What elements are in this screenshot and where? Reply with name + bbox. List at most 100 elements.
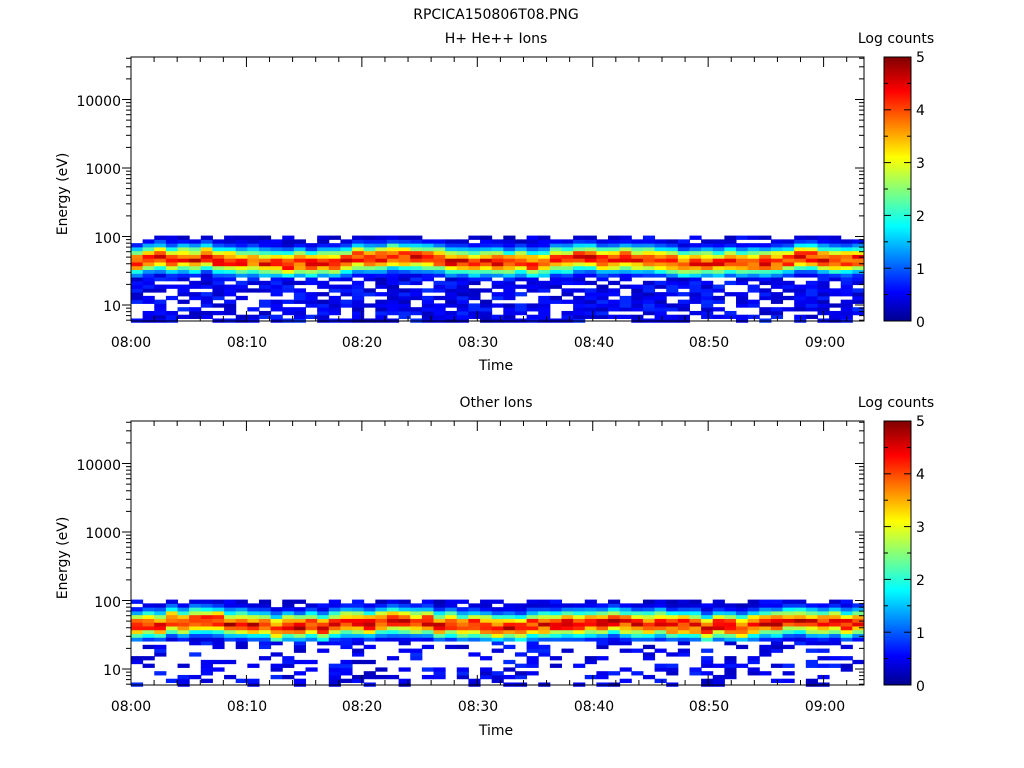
heatmap-cell bbox=[421, 610, 434, 616]
heatmap-cell bbox=[142, 250, 155, 255]
heatmap-cell bbox=[352, 641, 365, 646]
heatmap-cell bbox=[805, 637, 818, 642]
heatmap-cell bbox=[642, 652, 656, 657]
heatmap-cell bbox=[654, 618, 667, 623]
heatmap-cell bbox=[526, 258, 539, 263]
heatmap-cell bbox=[794, 299, 807, 304]
heatmap-cell bbox=[445, 250, 458, 255]
heatmap-cell bbox=[747, 261, 760, 267]
heatmap-cell bbox=[584, 656, 597, 661]
heatmap-cell bbox=[852, 258, 865, 263]
heatmap-cell bbox=[794, 250, 807, 255]
heatmap-cell bbox=[293, 637, 307, 642]
heatmap-cell bbox=[131, 618, 144, 623]
heatmap-cell bbox=[468, 629, 481, 635]
heatmap-cell bbox=[782, 633, 795, 638]
heatmap-cell bbox=[131, 629, 144, 635]
heatmap-cell bbox=[514, 284, 528, 289]
heatmap-cell bbox=[375, 299, 388, 304]
heatmap-cell bbox=[177, 292, 190, 297]
heatmap-cell bbox=[654, 678, 667, 683]
heatmap-cell bbox=[293, 659, 307, 665]
heatmap-cell bbox=[189, 610, 202, 616]
heatmap-cell bbox=[142, 637, 155, 642]
heatmap-cell bbox=[701, 295, 714, 301]
heatmap-cell bbox=[759, 258, 772, 263]
heatmap-cell bbox=[293, 280, 307, 286]
heatmap-cell bbox=[293, 607, 307, 612]
heatmap-cell bbox=[177, 674, 190, 680]
heatmap-cell bbox=[293, 273, 307, 278]
heatmap-cell bbox=[352, 652, 365, 657]
heatmap-cell bbox=[840, 273, 853, 278]
heatmap-cell bbox=[480, 243, 493, 248]
heatmap-cell bbox=[584, 295, 597, 301]
heatmap-cell bbox=[549, 254, 562, 259]
heatmap-cell bbox=[317, 633, 330, 638]
heatmap-cell bbox=[794, 239, 807, 244]
heatmap-cell bbox=[410, 622, 423, 627]
heatmap-cell bbox=[165, 678, 179, 683]
heatmap-cell bbox=[677, 303, 690, 308]
heatmap-cell bbox=[829, 622, 842, 627]
heatmap-cell bbox=[573, 607, 586, 612]
heatmap-cell bbox=[363, 622, 376, 627]
heatmap-cell bbox=[770, 310, 784, 316]
heatmap-cell bbox=[200, 633, 213, 638]
heatmap-cell bbox=[165, 243, 179, 248]
heatmap-cell bbox=[154, 618, 167, 623]
heatmap-cell bbox=[608, 246, 621, 252]
heatmap-cell bbox=[840, 280, 853, 286]
heatmap-cell bbox=[375, 243, 388, 248]
heatmap-cell bbox=[840, 299, 853, 304]
heatmap-cell bbox=[317, 603, 330, 608]
heatmap-cell bbox=[328, 235, 341, 240]
heatmap-cell bbox=[526, 254, 539, 259]
heatmap-cell bbox=[328, 663, 341, 668]
heatmap-cell bbox=[619, 307, 632, 312]
heatmap-cell bbox=[840, 277, 853, 282]
heatmap-cell bbox=[480, 307, 493, 312]
heatmap-cell bbox=[445, 629, 458, 635]
heatmap-cell bbox=[770, 633, 784, 638]
heatmap-cell bbox=[759, 603, 772, 608]
heatmap-cell bbox=[805, 633, 818, 638]
heatmap-cell bbox=[642, 269, 656, 274]
heatmap-cell bbox=[456, 599, 469, 604]
heatmap-cell bbox=[584, 307, 597, 312]
heatmap-cell bbox=[724, 273, 737, 278]
y-ticks bbox=[122, 421, 864, 685]
x-tick-label: 08:00 bbox=[111, 335, 151, 351]
heatmap-cell bbox=[165, 295, 179, 301]
heatmap-cell bbox=[689, 299, 702, 304]
heatmap-cell bbox=[689, 250, 702, 255]
heatmap-cell bbox=[224, 243, 237, 248]
heatmap-cell bbox=[258, 599, 272, 604]
heatmap-cell bbox=[445, 246, 458, 252]
heatmap-cell bbox=[608, 314, 621, 319]
heatmap-cell bbox=[817, 265, 830, 271]
heatmap-cell bbox=[805, 607, 818, 612]
heatmap-cell bbox=[328, 607, 341, 612]
heatmap-cell bbox=[608, 614, 621, 619]
heatmap-cell bbox=[852, 243, 865, 248]
heatmap-cell bbox=[398, 299, 411, 304]
heatmap-cell bbox=[398, 292, 411, 297]
heatmap-cell bbox=[433, 280, 446, 286]
heatmap-cell bbox=[840, 629, 853, 635]
heatmap-cell bbox=[386, 284, 400, 289]
heatmap-cell bbox=[654, 307, 667, 312]
heatmap-cell bbox=[363, 273, 376, 278]
heatmap-cell bbox=[712, 258, 725, 263]
heatmap-cell bbox=[712, 250, 725, 255]
heatmap-cell bbox=[619, 250, 632, 255]
heatmap-cell bbox=[794, 261, 807, 267]
heatmap-cell bbox=[305, 607, 318, 612]
heatmap-cell bbox=[189, 625, 202, 631]
heatmap-cell bbox=[258, 618, 272, 623]
heatmap-cell bbox=[770, 250, 784, 255]
heatmap-cell bbox=[677, 648, 690, 653]
heatmap-cell bbox=[363, 625, 376, 631]
heatmap-cell bbox=[480, 629, 493, 635]
